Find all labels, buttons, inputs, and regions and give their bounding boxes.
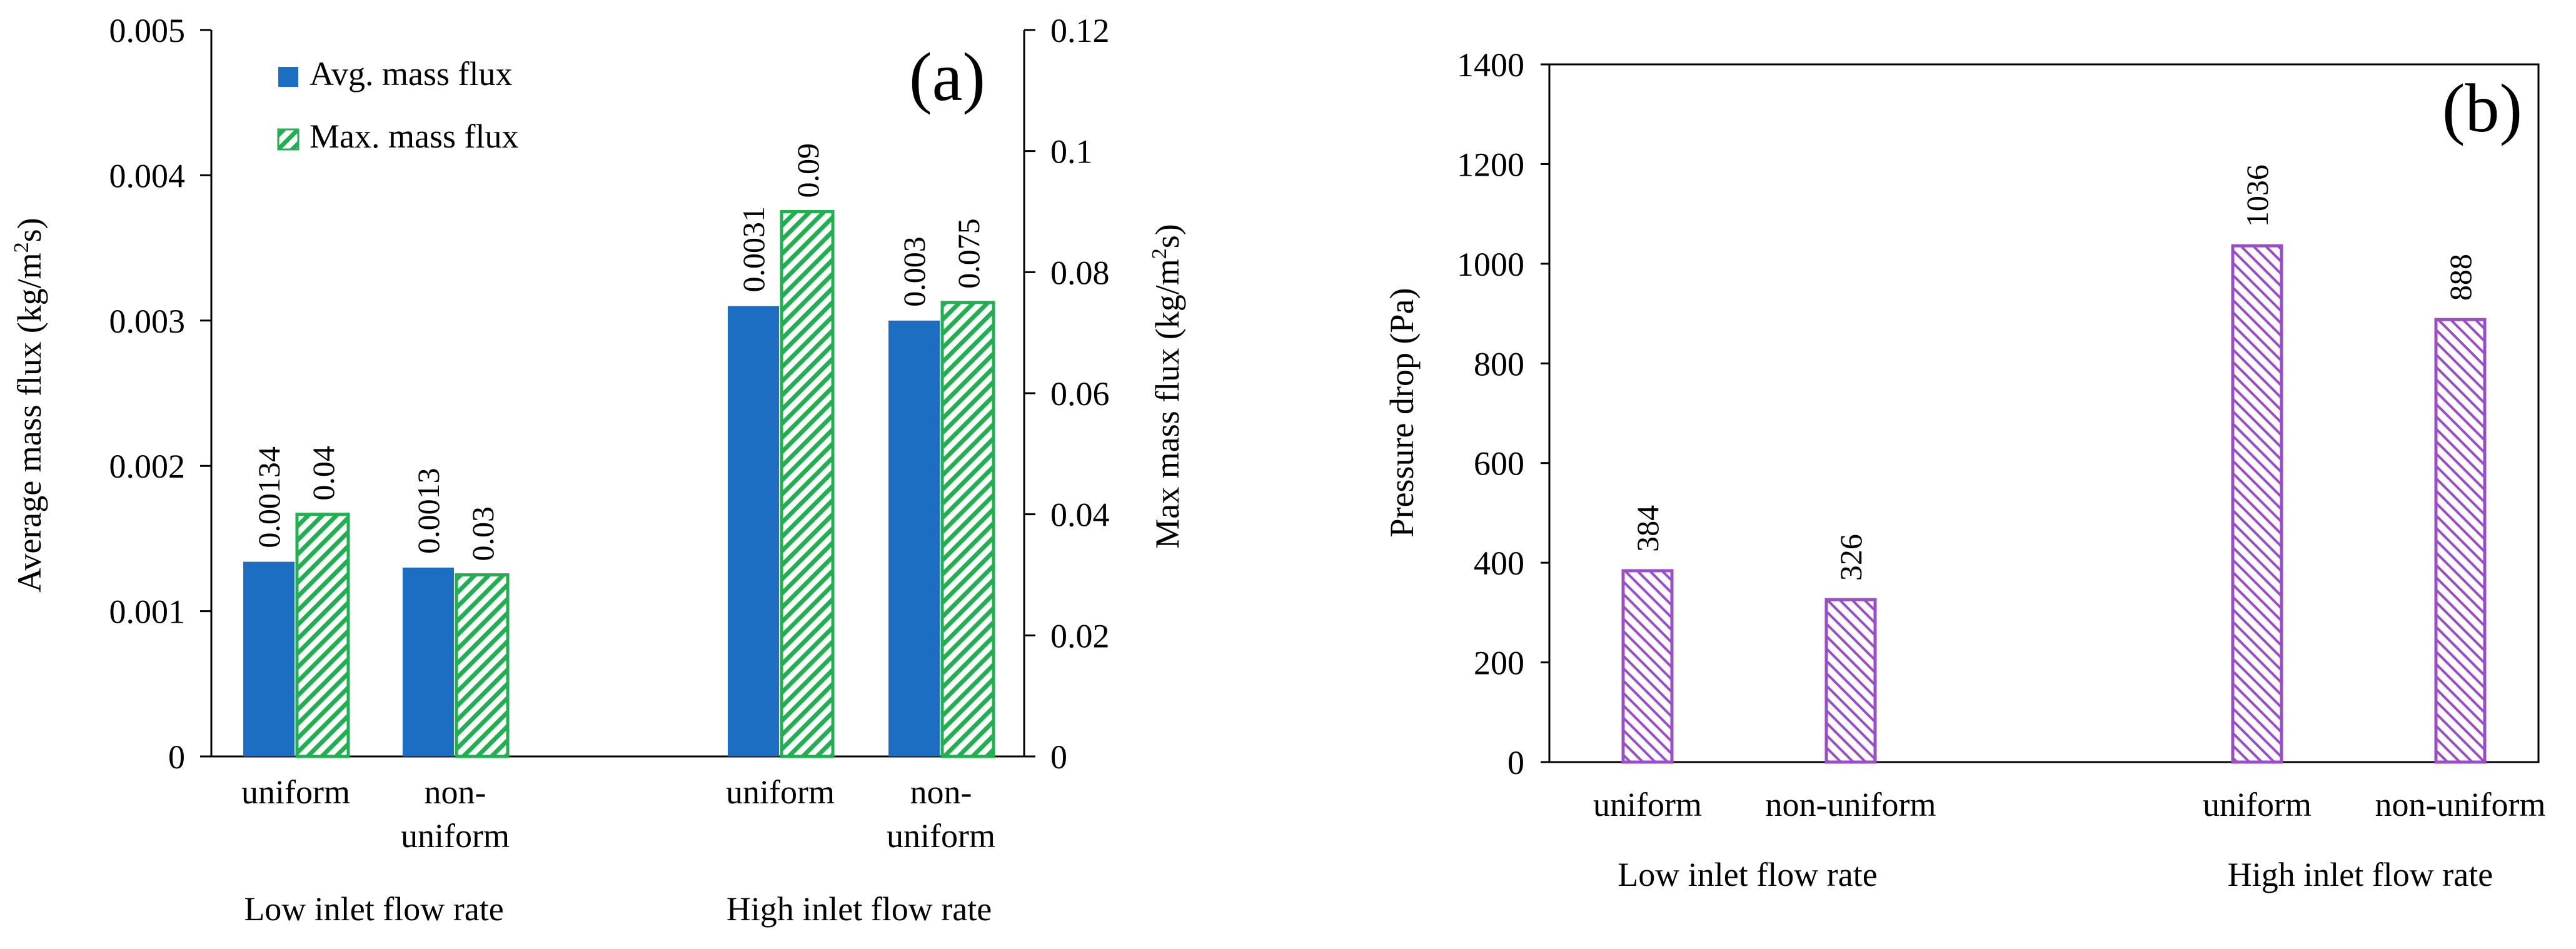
legend-label-max: Max. mass flux (309, 118, 518, 155)
y-left-tick-label: 0.001 (109, 593, 186, 631)
bar-avg-mass-flux (728, 306, 779, 756)
y-right-axis-title: Max mass flux (kg/m2s) (1148, 224, 1186, 548)
data-label-max: 0.075 (951, 218, 986, 289)
y-right-tick-label: 0.06 (1050, 375, 1110, 413)
x-category-label: non-uniform (1766, 786, 1936, 823)
y-left-axis-title: Average mass flux (kg/m2s) (10, 218, 48, 592)
data-label-pressure: 888 (2443, 254, 2478, 301)
x-category-label: non- (425, 773, 486, 811)
y-tick-label: 600 (1474, 445, 1524, 483)
data-label-pressure: 1036 (2240, 164, 2275, 227)
y-tick-label: 800 (1474, 345, 1524, 383)
x-group-label: High inlet flow rate (2228, 856, 2493, 893)
chart-a: (a) Avg. mass flux Max. mass flux Averag… (10, 12, 1186, 928)
data-label-pressure: 384 (1630, 505, 1665, 552)
y-right-tick-label: 0 (1050, 738, 1067, 776)
y-right-tick-label: 0.1 (1050, 133, 1093, 171)
y-tick-label: 1200 (1457, 146, 1524, 183)
bar-max-mass-flux (455, 573, 510, 758)
data-label-pressure: 326 (1833, 534, 1868, 581)
bar-pressure-drop (1621, 569, 1674, 764)
y-left-tick-label: 0.002 (109, 448, 186, 485)
bar-avg-mass-flux (403, 567, 454, 756)
y-tick-label: 200 (1474, 645, 1524, 682)
bar-avg-mass-flux (243, 561, 294, 756)
bar-max-mass-flux (940, 301, 995, 758)
x-category-label: uniform (887, 817, 995, 855)
bar-pressure-drop (2434, 318, 2487, 764)
legend: Avg. mass flux Max. mass flux (277, 55, 518, 155)
x-category-label: non- (910, 773, 972, 811)
x-category-label: non-uniform (2375, 786, 2546, 823)
y-left-tick-label: 0 (168, 738, 185, 776)
legend-swatch-avg (278, 67, 298, 87)
y-tick-label: 400 (1474, 545, 1524, 582)
data-label-max: 0.09 (790, 143, 825, 198)
data-label-avg: 0.0013 (411, 468, 446, 554)
x-group-label: Low inlet flow rate (244, 890, 503, 928)
y-tick-label: 1000 (1457, 246, 1524, 283)
data-label-avg: 0.003 (897, 236, 932, 307)
legend-label-avg: Avg. mass flux (309, 55, 512, 93)
y-right-tick-label: 0.08 (1050, 254, 1110, 291)
y-left-tick-label: 0.005 (109, 12, 186, 49)
data-label-avg: 0.0031 (736, 206, 771, 293)
y-right-tick-label: 0.02 (1050, 617, 1110, 655)
data-label-avg: 0.00134 (251, 446, 286, 548)
data-label-max: 0.03 (465, 506, 500, 561)
bar-avg-mass-flux (888, 320, 940, 756)
y-left-tick-label: 0.003 (109, 303, 186, 340)
panel-b-label: (b) (2442, 70, 2522, 146)
chart-b: (b) Pressure drop (Pa) 0 200 400 600 800 1000… (1383, 46, 2545, 893)
x-category-label: uniform (401, 817, 510, 855)
x-group-label: Low inlet flow rate (1618, 856, 1877, 893)
y-tick-label: 0 (1507, 744, 1524, 781)
y-axis-title: Pressure drop (Pa) (1383, 288, 1421, 538)
plot-area-frame (1548, 63, 2540, 763)
bar-pressure-drop (1824, 598, 1877, 764)
x-category-label: uniform (1593, 786, 1702, 823)
bar-pressure-drop (2231, 244, 2283, 764)
x-category-label: uniform (2203, 786, 2312, 823)
y-tick-label: 1400 (1457, 46, 1524, 84)
y-left-tick-label: 0.004 (109, 157, 186, 194)
x-group-label: High inlet flow rate (727, 890, 992, 928)
legend-swatch-max (277, 128, 299, 151)
x-category-label: uniform (241, 773, 350, 811)
data-label-max: 0.04 (306, 446, 341, 501)
y-right-tick-label: 0.04 (1050, 496, 1110, 534)
bar-max-mass-flux (780, 210, 835, 758)
bar-max-mass-flux (295, 513, 350, 758)
panel-a-label: (a) (909, 39, 985, 115)
y-right-tick-label: 0.12 (1050, 12, 1110, 49)
x-category-label: uniform (726, 773, 835, 811)
